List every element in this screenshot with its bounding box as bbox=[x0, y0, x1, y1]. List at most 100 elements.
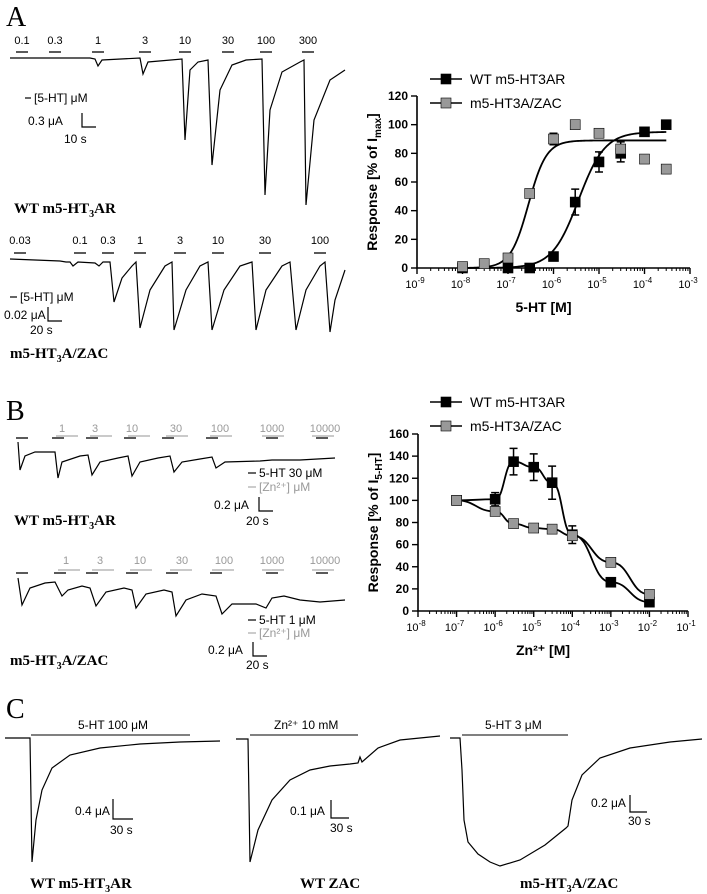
panel-a-wt-traces: 0.1 0.3 1 3 10 30 100 300 [5-HT] μM 0.3 μA 10 s bbox=[10, 35, 346, 206]
x-tick-label: 10-7 bbox=[445, 619, 465, 634]
data-point-zac bbox=[660, 163, 672, 175]
panel-c-wt-5ht3ar-trace bbox=[5, 737, 221, 863]
panel-c-m5-zac-drug: 5-HT 3 μM bbox=[485, 718, 542, 732]
panel-b-zac-label: m5-HT3A/ZAC bbox=[10, 653, 108, 672]
panel-a-zac-scale-time: 20 s bbox=[30, 323, 53, 337]
x-tick-label: 10-4 bbox=[633, 276, 653, 291]
x-tick-label: 10-1 bbox=[676, 619, 696, 634]
panel-a-wt-conc-label: 3 bbox=[142, 35, 148, 47]
data-point-zac bbox=[451, 495, 462, 506]
panel-c-wt-5ht3ar-drug: 5-HT 100 μM bbox=[78, 718, 148, 732]
legend-label: m5-HT3A/ZAC bbox=[470, 95, 562, 111]
panel-c-letter: C bbox=[6, 694, 25, 725]
y-tick-label: 80 bbox=[396, 516, 410, 530]
y-tick-label: 20 bbox=[396, 582, 410, 596]
panel-b-wt-legend-zn: [Zn²⁺] μM bbox=[259, 480, 310, 494]
panel-a-zac-conc-label: 100 bbox=[311, 235, 329, 247]
panel-c-wt-zac: Zn²⁺ 10 mM 0.1 μA 30 s WT ZAC bbox=[236, 718, 441, 892]
panel-c-wt-5ht3ar-scale-amp: 0.4 μA bbox=[75, 804, 110, 818]
panel-b-wt-traces: 1 3 10 30 100 1000 10000 5-HT 30 μM [Zn²⁺] μM … bbox=[16, 423, 340, 528]
panel-a-zac-scale-amp: 0.02 μA bbox=[4, 308, 46, 322]
data-point-wt bbox=[548, 251, 559, 262]
legend-label: WT m5-HT3AR bbox=[470, 394, 565, 410]
panel-a-wt-legend: [5-HT] μM bbox=[34, 91, 88, 105]
panel-c-m5-zac-scale-amp: 0.2 μA bbox=[591, 796, 626, 810]
y-tick-label: 160 bbox=[389, 427, 409, 441]
panel-a-zac-traces: 0.03 0.1 0.3 1 3 10 30 100 [5-HT] μM 0.02 μA 20… bbox=[4, 235, 346, 337]
panel-b-wt-zn-conc-label: 10000 bbox=[310, 423, 341, 435]
data-point-wt bbox=[524, 262, 536, 274]
x-tick-label: 10-6 bbox=[483, 619, 503, 634]
legend-label: m5-HT3A/ZAC bbox=[470, 418, 562, 434]
data-point-wt bbox=[605, 576, 617, 588]
panel-a-zac-conc-label: 0.1 bbox=[72, 235, 87, 247]
panel-b-wt-scale-amp: 0.2 μA bbox=[214, 498, 249, 512]
data-point-wt bbox=[660, 119, 672, 130]
y-tick-label: 80 bbox=[395, 146, 409, 160]
y-tick-label: 120 bbox=[389, 471, 409, 485]
series-fit-line bbox=[456, 499, 650, 596]
panel-a-wt-trace bbox=[10, 57, 346, 206]
y-axis-label: Response [% of Imax] bbox=[364, 113, 384, 250]
panel-c-wt-5ht3ar-scale-bar bbox=[112, 799, 133, 820]
panel-b-letter: B bbox=[6, 396, 25, 427]
panel-a-wt-conc-label: 30 bbox=[222, 35, 234, 47]
data-point-wt bbox=[546, 477, 558, 488]
y-tick-label: 0 bbox=[401, 261, 408, 275]
legend-marker bbox=[440, 420, 452, 432]
panel-b-zac-traces: 1 3 10 30 100 1000 10000 5-HT 1 μM [Zn²⁺] μM 0… bbox=[16, 555, 346, 672]
y-tick-label: 20 bbox=[395, 232, 409, 246]
y-tick-label: 100 bbox=[388, 118, 408, 132]
data-point-zac bbox=[546, 523, 558, 535]
data-point-wt bbox=[639, 126, 650, 138]
panel-b-wt-trace bbox=[17, 441, 336, 479]
data-point-zac bbox=[569, 119, 581, 130]
panel-b-zac-legend-5ht: 5-HT 1 μM bbox=[259, 613, 316, 627]
x-tick-label: 10-8 bbox=[406, 619, 426, 634]
data-point-zac bbox=[489, 506, 501, 517]
y-tick-label: 120 bbox=[388, 89, 408, 103]
legend-label: WT m5-HT3AR bbox=[470, 71, 565, 87]
y-tick-label: 100 bbox=[389, 493, 409, 507]
data-point-wt bbox=[502, 262, 514, 274]
panel-c-m5-zac-label: m5-HT3A/ZAC bbox=[520, 876, 618, 894]
data-point-wt bbox=[569, 196, 581, 208]
data-point-zac bbox=[478, 258, 490, 270]
x-tick-label: 10-3 bbox=[678, 276, 698, 291]
y-tick-label: 60 bbox=[396, 538, 410, 552]
data-point-zac bbox=[457, 261, 468, 272]
panel-b-wt-zn-conc-label: 1 bbox=[59, 423, 65, 435]
panel-c-wt-5ht3ar-scale-time: 30 s bbox=[110, 823, 133, 837]
panel-a-zac-label: m5-HT3A/ZAC bbox=[10, 346, 108, 365]
y-tick-label: 40 bbox=[396, 560, 410, 574]
axis-lines bbox=[417, 434, 688, 612]
x-tick-label: 10-3 bbox=[599, 619, 619, 634]
panel-a-zac-conc-label: 1 bbox=[137, 235, 143, 247]
data-point-zac bbox=[639, 153, 650, 165]
panel-c-wt-zac-scale-amp: 0.1 μA bbox=[290, 804, 325, 818]
data-point-zac bbox=[528, 522, 540, 534]
panel-a-zac-trace bbox=[9, 258, 346, 333]
panel-b-zac-scale-amp: 0.2 μA bbox=[208, 643, 243, 657]
y-tick-label: 40 bbox=[395, 204, 409, 218]
panel-b-wt-legend-5ht: 5-HT 30 μM bbox=[259, 466, 322, 480]
panel-c-m5-zac-scale-time: 30 s bbox=[628, 814, 651, 828]
panel-a-zac-legend: [5-HT] μM bbox=[20, 290, 74, 304]
panel-a-wt-scale-amp: 0.3 μA bbox=[28, 114, 63, 128]
data-point-zac bbox=[644, 589, 655, 600]
data-point-wt bbox=[508, 456, 519, 467]
data-point-zac bbox=[566, 530, 578, 542]
x-tick-label: 10-2 bbox=[638, 619, 658, 634]
panel-b-zac-scale-time: 20 s bbox=[246, 658, 269, 672]
panel-b-wt-zn-conc-label: 3 bbox=[92, 423, 98, 435]
legend-marker bbox=[440, 73, 452, 85]
panel-a-wt-conc-label: 10 bbox=[179, 35, 191, 47]
y-tick-label: 0 bbox=[402, 604, 409, 618]
panel-b-zac-zn-conc-label: 3 bbox=[97, 555, 103, 567]
x-axis-label: 5-HT [M] bbox=[516, 299, 572, 315]
panel-a-zac-conc-label: 0.3 bbox=[100, 235, 115, 247]
x-tick-label: 10-7 bbox=[496, 276, 516, 291]
panel-a-letter: A bbox=[6, 2, 27, 33]
data-point-zac bbox=[524, 188, 536, 199]
